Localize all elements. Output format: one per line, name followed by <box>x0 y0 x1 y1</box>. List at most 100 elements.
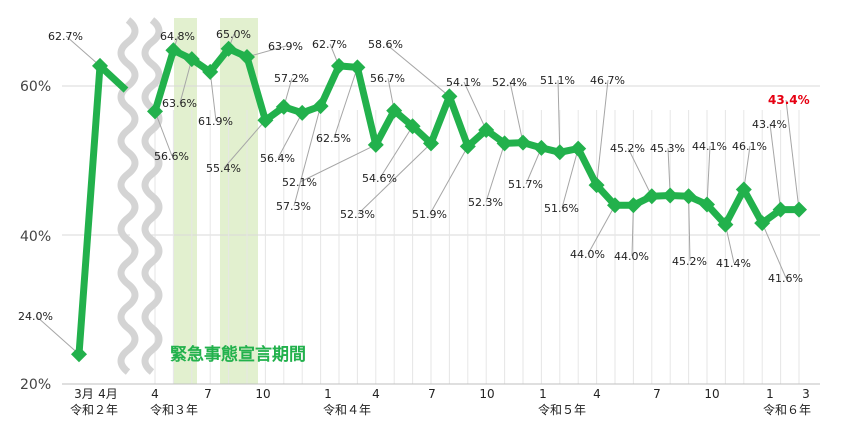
leader-line <box>761 222 787 279</box>
data-point <box>515 134 531 151</box>
data-point <box>643 188 660 205</box>
x-tick-label: 10 <box>704 387 719 401</box>
x-tick-label: 3月 <box>74 387 94 401</box>
data-point <box>772 201 789 218</box>
data-point <box>423 135 439 152</box>
era-label: 令和５年 <box>538 402 586 417</box>
data-point <box>71 346 87 363</box>
data-label: 65.0% <box>216 28 251 41</box>
data-point <box>791 201 807 218</box>
data-label: 51.1% <box>540 74 575 87</box>
x-tick-label: 1 <box>539 387 547 401</box>
data-label: 44.0% <box>570 248 605 261</box>
data-point <box>349 59 366 76</box>
data-point <box>257 112 274 129</box>
leader-line <box>246 45 287 58</box>
data-point <box>570 140 587 157</box>
emergency-band <box>174 18 197 384</box>
era-label: 令和３年 <box>150 402 198 417</box>
data-label: 52.4% <box>492 76 527 89</box>
data-point <box>367 136 384 153</box>
leader-line <box>596 79 609 186</box>
era-label: 令和６年 <box>763 402 811 417</box>
data-point <box>662 187 679 204</box>
data-label: 64.8% <box>160 30 195 43</box>
emergency-period-label: 緊急事態宣言期間 <box>170 344 306 365</box>
leader-line <box>223 119 266 169</box>
leader-line <box>385 43 450 97</box>
leader-line <box>706 145 711 205</box>
data-label: 51.6% <box>544 202 579 215</box>
y-tick-label: 60% <box>20 79 51 95</box>
leader-line <box>561 148 579 209</box>
leader-line <box>587 204 616 255</box>
leader-line <box>299 144 377 183</box>
y-tick-label: 20% <box>20 377 51 393</box>
data-label: 62.7% <box>312 38 347 51</box>
data-label: 45.3% <box>650 142 685 155</box>
data-label: 43.4% <box>752 118 787 131</box>
data-point <box>625 197 642 214</box>
data-point <box>551 144 568 161</box>
x-tick-label: 4 <box>593 387 601 401</box>
x-tick-label: 4月 <box>98 387 118 401</box>
leader-line <box>333 67 358 139</box>
data-label: 55.4% <box>206 162 241 175</box>
leader-line <box>65 35 101 67</box>
axis-break <box>117 17 163 375</box>
x-tick-label: 1 <box>324 387 332 401</box>
data-label: 51.7% <box>508 178 543 191</box>
data-series <box>71 40 807 363</box>
leader-line <box>293 105 322 207</box>
data-label: 41.4% <box>716 257 751 270</box>
data-label: 52.3% <box>468 196 503 209</box>
data-point <box>147 103 163 120</box>
leader-line <box>557 79 561 153</box>
data-point <box>459 138 476 155</box>
data-label: 62.5% <box>316 132 351 145</box>
data-label: 45.2% <box>672 255 707 268</box>
data-point <box>183 51 200 68</box>
gridlines <box>62 85 820 384</box>
axis-break-line <box>117 17 139 375</box>
data-label: 54.1% <box>446 76 481 89</box>
data-point <box>92 57 108 74</box>
era-label: 令和２年 <box>70 402 118 417</box>
leader-line <box>769 123 782 210</box>
data-point <box>386 102 403 119</box>
data-point <box>275 98 292 115</box>
data-label: 54.6% <box>362 172 397 185</box>
data-point <box>588 177 605 194</box>
x-tick-label: 7 <box>428 387 436 401</box>
data-labels: 24.0% 62.7% 56.6% 64.8% 63.6%61.9% 65.0% 63.9%… <box>18 28 810 323</box>
data-label: 63.6% <box>162 97 197 110</box>
data-label: 56.4% <box>260 152 295 165</box>
y-tick-label: 40% <box>20 229 51 245</box>
leader-line <box>35 315 80 355</box>
leader-line <box>525 147 542 185</box>
leader-line <box>509 81 524 143</box>
data-label: 52.1% <box>282 176 317 189</box>
x-tick-label: 3 <box>802 387 810 401</box>
leader-line <box>357 143 432 215</box>
data-label: 44.0% <box>614 250 649 263</box>
data-point <box>754 215 771 232</box>
x-tick-label: 4 <box>151 387 159 401</box>
leader-line <box>785 99 800 210</box>
data-point <box>202 63 219 80</box>
data-point <box>533 139 550 156</box>
data-label: 57.2% <box>274 72 309 85</box>
data-point <box>441 88 458 105</box>
data-label: 57.3% <box>276 200 311 213</box>
leader-line <box>667 147 671 196</box>
data-point <box>404 118 421 135</box>
era-label: 令和４年 <box>323 402 371 417</box>
leader-line <box>179 59 193 104</box>
data-point <box>165 42 182 59</box>
data-point <box>312 98 329 115</box>
leader-line <box>154 111 173 157</box>
leader-line <box>688 196 691 262</box>
leader-line <box>379 125 414 179</box>
